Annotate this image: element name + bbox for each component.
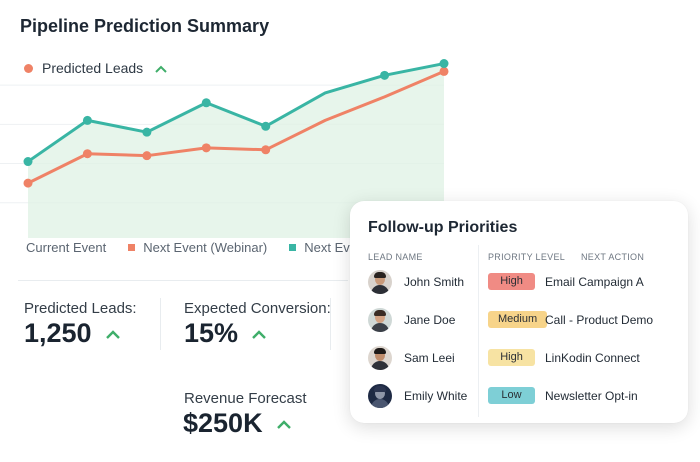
chevron-up-icon	[105, 324, 120, 344]
chart-point	[142, 127, 152, 137]
lead-name: Jane Doe	[404, 313, 456, 327]
chart-area-fill	[28, 63, 444, 239]
chart-point	[23, 178, 33, 188]
avatar	[368, 308, 392, 332]
avatar	[368, 346, 392, 370]
chevron-up-icon	[276, 414, 291, 434]
chart-legend-bottom: Current Event Next Event (Webinar) Next …	[26, 240, 368, 255]
legend-label-next-event-webinar: Next Event (Webinar)	[143, 240, 268, 255]
followup-priorities-card: Follow-up Priorities LEAD NAME PRIORITY …	[350, 201, 688, 423]
column-divider	[478, 245, 479, 417]
chart-legend-top: Predicted Leads	[24, 60, 167, 76]
stat-value-predicted-leads: 1,250	[24, 318, 120, 349]
legend-label-predicted-leads: Predicted Leads	[42, 60, 144, 76]
stats-divider-vertical	[330, 298, 331, 350]
priority-badge: High	[488, 273, 535, 290]
column-header-next-action: NEXT ACTION	[581, 252, 645, 262]
chart-point	[439, 59, 449, 69]
card-title: Follow-up Priorities	[368, 219, 518, 236]
chart-point	[261, 121, 271, 131]
priority-badge: Medium	[488, 311, 548, 328]
table-row[interactable]: Emily White Low Newsletter Opt-in	[350, 378, 688, 414]
priority-badge: High	[488, 349, 535, 366]
stat-number: 15%	[184, 318, 239, 348]
legend-swatch-webinar	[128, 244, 136, 251]
chevron-up-icon	[155, 61, 167, 76]
chart-series-line	[26, 62, 446, 164]
chart-point	[82, 115, 92, 125]
column-header-priority-level: PRIORITY LEVEL	[488, 252, 566, 262]
page-title: Pipeline Prediction Summary	[20, 16, 270, 36]
chart-point	[380, 70, 390, 80]
table-row[interactable]: Sam Leei High LinKodin Connect	[350, 340, 688, 376]
avatar	[368, 270, 392, 294]
legend-swatch-next-event	[289, 244, 297, 251]
table-row[interactable]: John Smith High Email Campaign A	[350, 264, 688, 300]
legend-label-current-event: Current Event	[26, 240, 107, 255]
next-action: Call - Product Demo	[545, 313, 654, 327]
chart-series-line	[26, 69, 446, 185]
stat-number: 1,250	[24, 318, 92, 348]
chart-point	[261, 145, 271, 155]
stat-value-expected-conversion: 15%	[184, 318, 266, 349]
lead-name: Sam Leei	[404, 351, 455, 365]
stats-divider	[18, 280, 348, 281]
stats-divider-vertical	[160, 298, 161, 350]
chart-point	[142, 151, 152, 161]
stat-label-predicted-leads: Predicted Leads:	[24, 300, 137, 317]
chart-point	[201, 143, 211, 153]
chevron-up-icon	[252, 324, 266, 344]
stat-value-revenue-forecast: $250K	[183, 408, 291, 439]
next-action: Newsletter Opt-in	[545, 389, 638, 403]
lead-name: John Smith	[404, 275, 465, 289]
table-row[interactable]: Jane Doe Medium Call - Product Demo	[350, 302, 688, 338]
next-action: Email Campaign A	[545, 275, 644, 289]
priority-badge: Low	[488, 387, 535, 404]
chart-point	[82, 149, 92, 159]
next-action: LinKodin Connect	[545, 351, 640, 365]
legend-dot	[24, 63, 33, 73]
column-header-lead-name: LEAD NAME	[368, 252, 423, 262]
lead-name: Emily White	[404, 389, 468, 403]
chart-point	[439, 66, 449, 76]
stat-label-expected-conversion: Expected Conversion:	[184, 300, 331, 317]
stat-label-revenue-forecast: Revenue Forecast	[184, 390, 307, 407]
chart-point	[23, 157, 33, 167]
chart-point	[201, 98, 211, 108]
avatar	[368, 384, 392, 408]
stat-number: $250K	[183, 408, 263, 438]
